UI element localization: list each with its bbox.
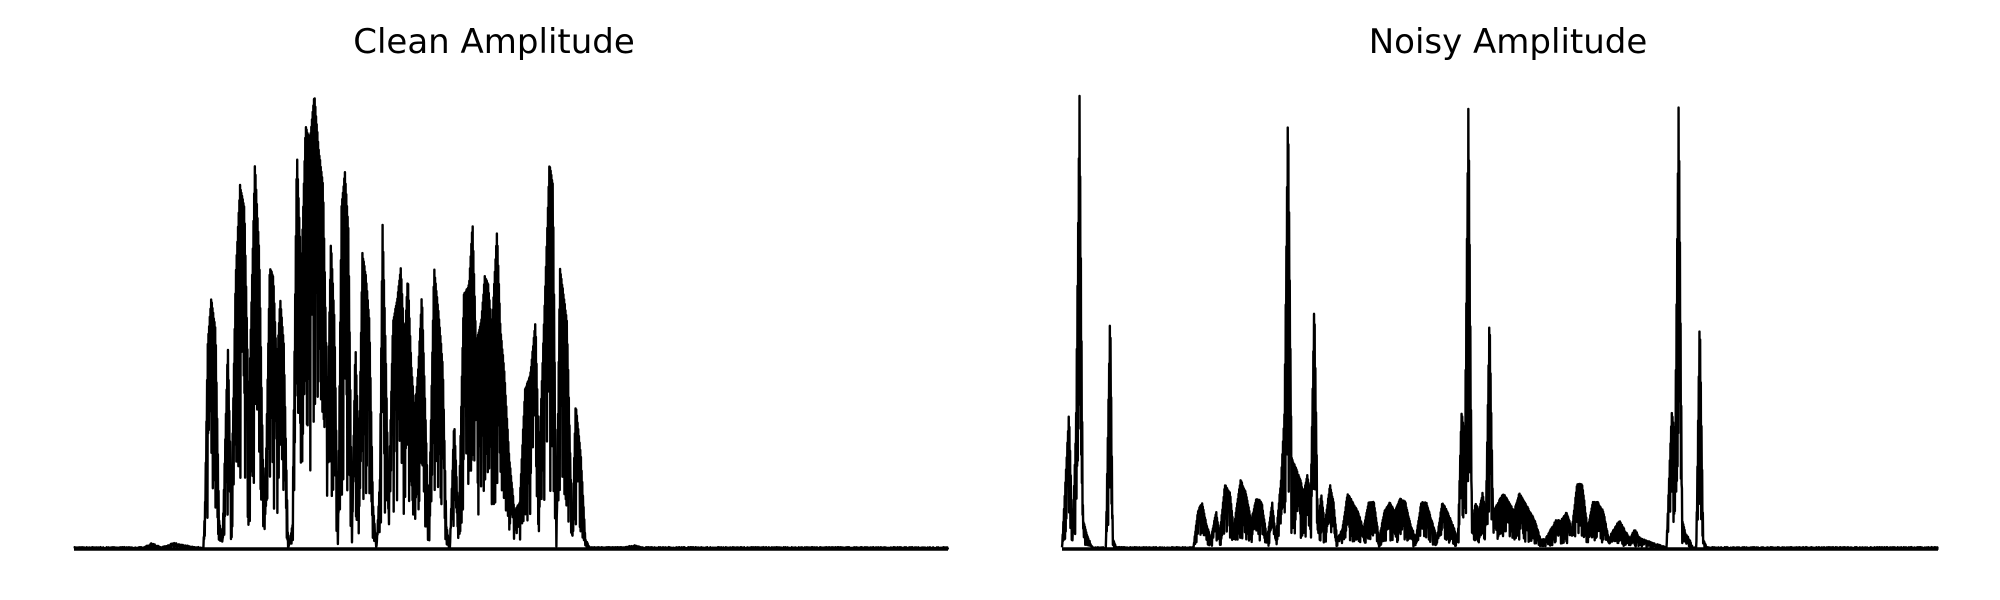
- amplitude-series-line: [1060, 94, 1939, 551]
- clean-amplitude-panel: Clean Amplitude: [73, 22, 950, 551]
- chart-title: Clean Amplitude: [353, 22, 635, 62]
- noisy-amplitude-plot: [1060, 94, 1939, 551]
- chart-title: Noisy Amplitude: [1368, 22, 1648, 62]
- clean-amplitude-plot: [73, 97, 950, 551]
- amplitude-series-line: [73, 97, 950, 551]
- noisy-amplitude-panel: Noisy Amplitude: [1000, 0, 2000, 600]
